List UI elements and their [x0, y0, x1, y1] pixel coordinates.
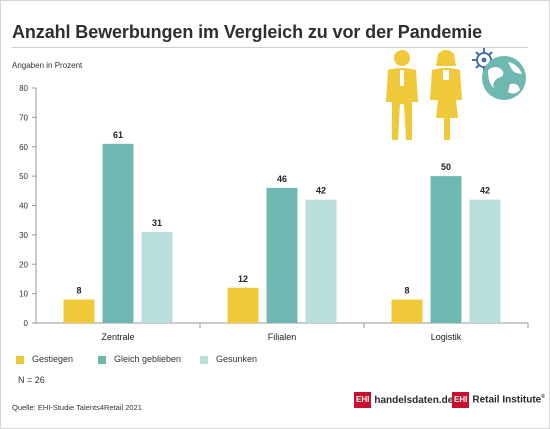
bar-value-label: 46 [277, 174, 287, 184]
businesswoman-icon [430, 50, 462, 140]
legend-swatch [200, 356, 208, 364]
logo-handelsdaten: EHI handelsdaten.de [354, 392, 453, 408]
category-label: Logistik [431, 332, 462, 342]
legend-swatch [16, 356, 24, 364]
bar [430, 176, 462, 323]
bar-value-label: 42 [316, 186, 326, 196]
businessman-icon [386, 50, 418, 140]
bar [227, 287, 259, 323]
logo-registered-mark: ® [541, 394, 545, 401]
y-tick-label: 70 [19, 113, 28, 122]
category-label: Filialen [268, 332, 297, 342]
y-tick-label: 50 [19, 172, 28, 181]
bar-value-label: 50 [441, 162, 451, 172]
y-tick-label: 0 [24, 319, 29, 328]
legend-swatch [98, 356, 106, 364]
logo-box: EHI [452, 392, 470, 408]
legend-label: Gesunken [216, 354, 258, 364]
logo-retail-institute: EHI Retail Institute® [452, 392, 545, 408]
bar [63, 299, 95, 323]
y-tick-label: 30 [19, 231, 28, 240]
bar [141, 231, 173, 323]
bar-value-label: 42 [480, 186, 490, 196]
category-label: Zentrale [101, 332, 134, 342]
bar [102, 143, 134, 323]
sample-size-note: N = 26 [18, 375, 45, 385]
y-tick-label: 80 [19, 84, 28, 93]
legend-label: Gestiegen [32, 354, 74, 364]
logo-text: Retail Institute® [472, 394, 545, 405]
y-tick-label: 60 [19, 143, 28, 152]
y-tick-label: 10 [19, 290, 28, 299]
logo-box: EHI [354, 392, 372, 408]
bar-value-label: 8 [404, 286, 409, 296]
bar [266, 187, 298, 323]
y-tick-label: 20 [19, 260, 28, 269]
bar-value-label: 12 [238, 274, 248, 284]
bar-value-label: 31 [152, 218, 162, 228]
bar [469, 199, 501, 323]
bar-value-label: 61 [113, 130, 123, 140]
title-divider [12, 47, 528, 48]
bar [391, 299, 423, 323]
bar [305, 199, 337, 323]
chart-title: Anzahl Bewerbungen im Vergleich zu vor d… [12, 22, 483, 42]
legend-label: Gleich geblieben [114, 354, 182, 364]
source-note: Quelle: EHI-Studie Talents4Retail 2021 [12, 403, 142, 412]
logo-text-main: Retail Institute [472, 394, 542, 406]
illustration [386, 48, 526, 140]
bar-value-label: 8 [76, 286, 81, 296]
globe-icon [482, 56, 526, 100]
logo-text: handelsdaten.de [374, 394, 454, 406]
chart-subtitle: Angaben in Prozent [12, 61, 83, 70]
y-tick-label: 40 [19, 202, 28, 211]
